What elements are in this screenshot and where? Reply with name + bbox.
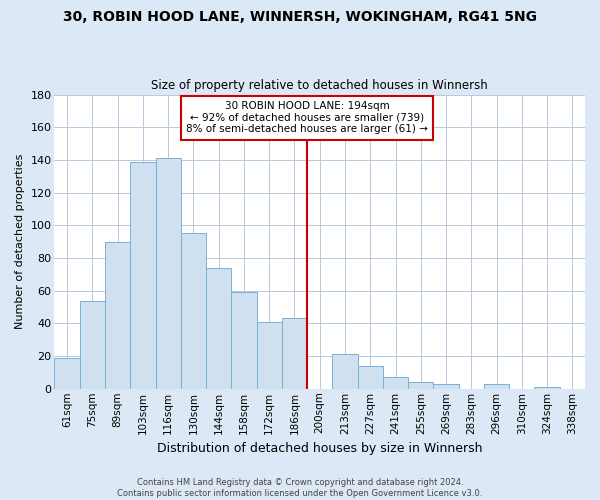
- Bar: [232, 292, 257, 389]
- Text: Contains HM Land Registry data © Crown copyright and database right 2024.
Contai: Contains HM Land Registry data © Crown c…: [118, 478, 482, 498]
- Bar: [206, 268, 232, 389]
- Text: 30 ROBIN HOOD LANE: 194sqm
← 92% of detached houses are smaller (739)
8% of semi: 30 ROBIN HOOD LANE: 194sqm ← 92% of deta…: [186, 101, 428, 134]
- Bar: [130, 162, 155, 389]
- Bar: [535, 387, 560, 389]
- Text: 30, ROBIN HOOD LANE, WINNERSH, WOKINGHAM, RG41 5NG: 30, ROBIN HOOD LANE, WINNERSH, WOKINGHAM…: [63, 10, 537, 24]
- Bar: [282, 318, 307, 389]
- Bar: [80, 300, 105, 389]
- Bar: [155, 158, 181, 389]
- Bar: [433, 384, 458, 389]
- Bar: [484, 384, 509, 389]
- Bar: [358, 366, 383, 389]
- Bar: [257, 322, 282, 389]
- Y-axis label: Number of detached properties: Number of detached properties: [15, 154, 25, 330]
- Bar: [55, 358, 80, 389]
- X-axis label: Distribution of detached houses by size in Winnersh: Distribution of detached houses by size …: [157, 442, 482, 455]
- Bar: [408, 382, 433, 389]
- Title: Size of property relative to detached houses in Winnersh: Size of property relative to detached ho…: [151, 79, 488, 92]
- Bar: [332, 354, 358, 389]
- Bar: [105, 242, 130, 389]
- Bar: [181, 234, 206, 389]
- Bar: [383, 378, 408, 389]
